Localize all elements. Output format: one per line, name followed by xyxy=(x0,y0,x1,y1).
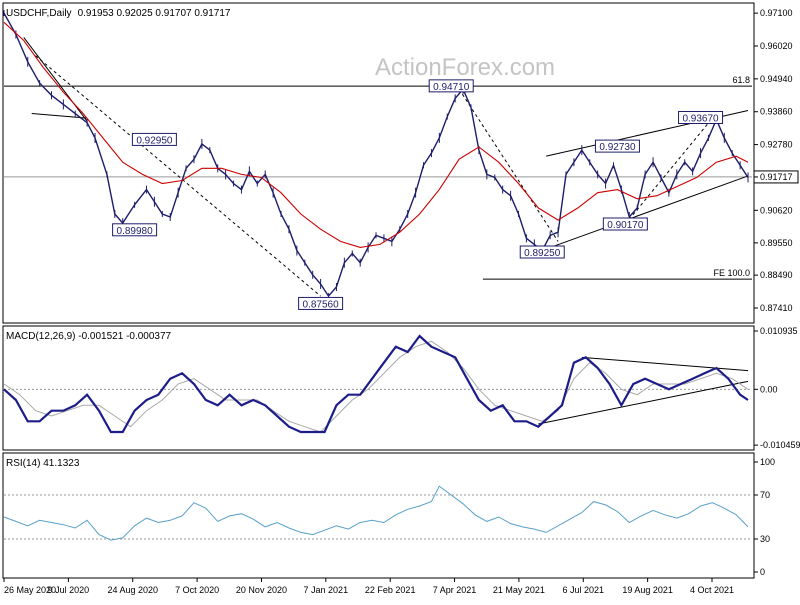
price-level-label: 0.90170 xyxy=(607,220,644,231)
price-level-label: 0.89250 xyxy=(524,248,561,259)
rsi-plot xyxy=(3,485,752,541)
price-level-label-box xyxy=(131,132,177,146)
price-axis-label: 0.93860 xyxy=(760,107,793,117)
price-level-label-box xyxy=(594,139,640,153)
price-axis-label: 0.87410 xyxy=(760,303,793,313)
price-axis-label: 0.92780 xyxy=(760,140,793,150)
macd-lower-trendline xyxy=(538,380,749,425)
price-axis-label: 0.88490 xyxy=(760,270,793,280)
date-axis-label: 21 May 2021 xyxy=(493,585,545,595)
price-level-label: 0.94710 xyxy=(433,82,470,93)
date-axis-label: 20 Nov 2020 xyxy=(236,585,287,595)
price-level-label: 0.92950 xyxy=(136,135,173,146)
macd-axis-label: 0.00 xyxy=(760,384,778,394)
macd-plot xyxy=(3,334,752,434)
date-axis-label: 7 Oct 2020 xyxy=(175,585,219,595)
price-axis-label: 0.96020 xyxy=(760,41,793,51)
rsi-panel-frame xyxy=(2,452,755,579)
price-level-label: 0.93670 xyxy=(682,114,719,125)
dashed-trendline-2 xyxy=(458,88,559,242)
dashed-trendline-3 xyxy=(624,117,713,225)
macd-axis-label: -0.010459 xyxy=(760,440,800,450)
moving-average-line xyxy=(3,21,749,248)
price-level-label: 0.89980 xyxy=(117,226,154,237)
rsi-line xyxy=(3,485,749,541)
ohlc-label: 0.91953 0.92025 0.91707 0.91717 xyxy=(78,8,231,19)
symbol-label: USDCHF,Daily xyxy=(6,8,72,19)
price-axis-label: 0.94940 xyxy=(760,74,793,84)
macd-axis-label: 0.010935 xyxy=(760,326,798,336)
rsi-axis-label: 70 xyxy=(760,490,770,500)
fib-label: 61.8 xyxy=(732,75,750,85)
date-axis-label: 7 Apr 2021 xyxy=(433,585,477,595)
price-axis-label: 0.90620 xyxy=(760,205,793,215)
price-level-label-box xyxy=(519,245,565,259)
date-axis-label: 26 May 2020 xyxy=(4,585,56,595)
price-plot: 0.92950 0.89980 0.87560 0.94710 0.92730 0.892… xyxy=(3,10,752,310)
price-level-label: 0.87560 xyxy=(303,299,340,310)
fib-label: FE 100.0 xyxy=(713,268,750,278)
price-axis-label: 0.91717 xyxy=(760,172,793,182)
axes: 0.97100 0.96020 0.94940 0.93860 0.92780 0.917… xyxy=(3,8,800,595)
price-level-label: 0.92730 xyxy=(599,142,636,153)
price-level-label-box xyxy=(298,296,344,310)
price-level-label-box xyxy=(112,223,158,237)
date-axis-label: 22 Feb 2021 xyxy=(365,585,416,595)
price-axis-label: 0.89550 xyxy=(760,238,793,248)
price-level-label-box xyxy=(678,111,724,125)
price-level-label-box xyxy=(428,79,474,93)
channel-lower-line xyxy=(546,175,749,250)
rsi-axis-label: 100 xyxy=(760,457,775,467)
rsi-title: RSI(14) 41.1323 xyxy=(6,458,80,469)
date-axis-label: 24 Aug 2020 xyxy=(107,585,158,595)
macd-title: MACD(12,26,9) -0.001521 -0.000377 xyxy=(6,331,172,342)
price-panel-frame xyxy=(2,2,755,324)
date-axis-label: 7 Jan 2021 xyxy=(304,585,349,595)
date-axis-label: 19 Aug 2021 xyxy=(622,585,673,595)
price-header: USDCHF,Daily 0.91953 0.92025 0.91707 0.91… xyxy=(6,8,231,19)
price-series-line xyxy=(3,12,749,298)
date-axis-label: 9 Jul 2020 xyxy=(48,585,90,595)
macd-upper-trendline xyxy=(581,356,749,372)
watermark: ActionForex.com xyxy=(375,54,555,81)
rsi-axis-label: 30 xyxy=(760,534,770,544)
macd-signal-line xyxy=(3,340,749,433)
date-axis-label: 6 Jul 2021 xyxy=(562,585,604,595)
dashed-trendline-1 xyxy=(35,55,321,297)
price-level-label-box xyxy=(602,217,648,231)
date-axis-label: 4 Oct 2021 xyxy=(690,585,734,595)
price-axis-label: 0.97100 xyxy=(760,8,793,18)
macd-panel-frame xyxy=(2,325,755,451)
lower-trendline-1 xyxy=(31,113,88,119)
macd-line xyxy=(3,334,749,434)
rsi-axis-label: 0 xyxy=(760,567,765,577)
